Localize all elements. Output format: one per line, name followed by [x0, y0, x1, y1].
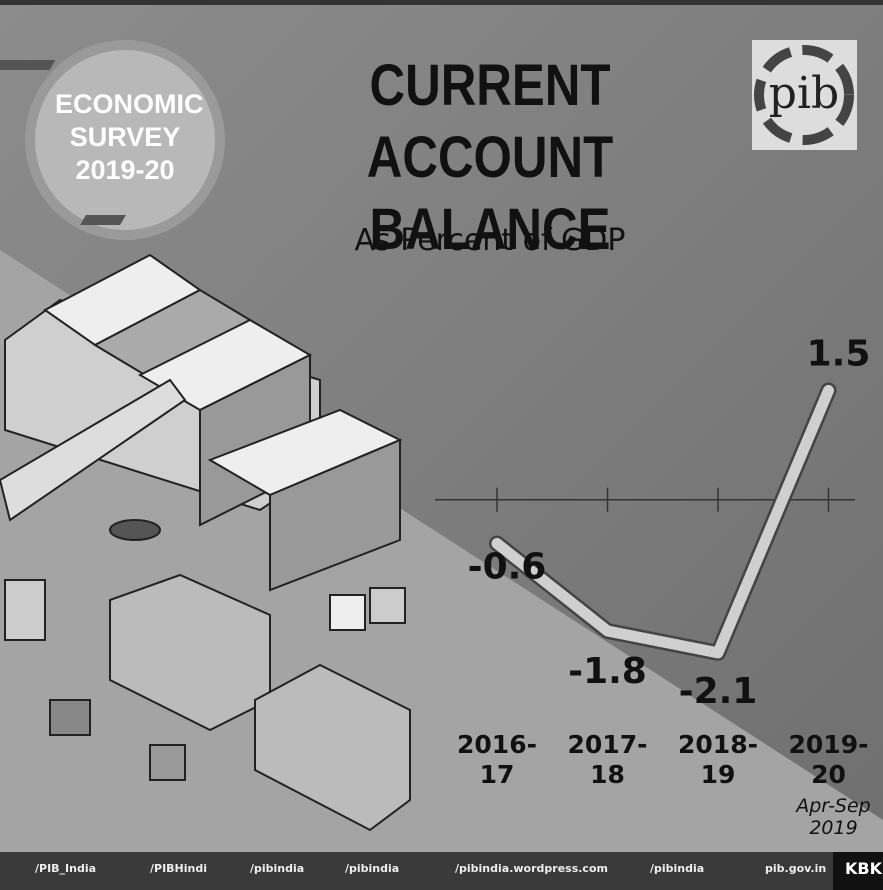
- badge-decor: [80, 215, 126, 225]
- badge-decor: [0, 60, 56, 70]
- x-tick-label: 2017-18: [567, 730, 648, 789]
- line: [491, 384, 834, 659]
- x-tick-label: 2016-17: [457, 730, 537, 789]
- logo-box: [752, 40, 857, 150]
- footer-link: /PIB_India: [35, 862, 97, 875]
- x-tick-label: 2018-19: [678, 730, 758, 789]
- footer-link: pib.gov.in: [765, 862, 827, 875]
- x-tick-label: 2019-20: [788, 730, 869, 789]
- illustration: [0, 253, 411, 832]
- annotation: Apr-Sep 2019: [796, 795, 871, 839]
- footer-link: /pibindia: [250, 862, 305, 875]
- footer-link: KBK: [845, 859, 882, 878]
- footer-bar: [0, 852, 883, 890]
- top-border: [0, 0, 883, 5]
- chart-subtitle: As Percent of GDP: [355, 223, 626, 258]
- footer-link: /pibindia.wordpress.com: [455, 862, 608, 875]
- data-label: -2.1: [679, 671, 758, 712]
- badge-text: ECONOMIC SURVEY 2019-20: [55, 89, 204, 185]
- data-label: 1.5: [807, 333, 871, 374]
- logo-ring: [754, 45, 854, 145]
- data-label: -1.8: [568, 651, 647, 692]
- footer-link: /pibindia: [345, 862, 400, 875]
- footer-link: /pibindia: [650, 862, 705, 875]
- logo-text: pib: [769, 68, 839, 119]
- footer-link: /PIBHindi: [150, 862, 208, 875]
- chart-title: CURRENT ACCOUNT BALANCE: [366, 53, 614, 262]
- data-label: -0.6: [468, 547, 547, 588]
- badge-circle: [25, 40, 225, 240]
- footer-tag: [833, 852, 883, 890]
